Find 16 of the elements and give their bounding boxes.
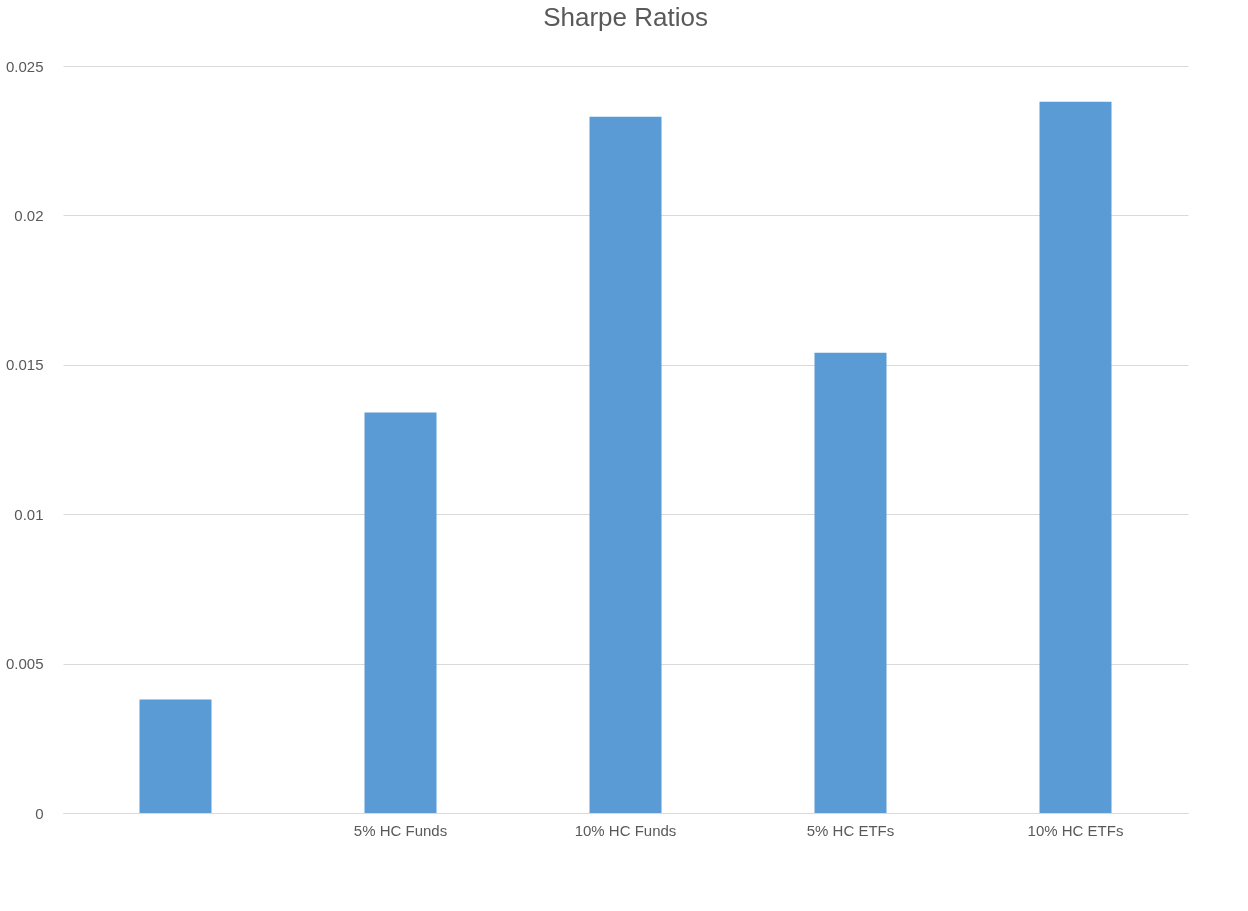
- bar: [589, 116, 662, 813]
- y-tick-label: 0.015: [5, 356, 44, 374]
- x-tick-label: 5% HC Funds: [353, 821, 448, 839]
- y-tick-label: 0.01: [14, 505, 44, 523]
- bar: [1039, 101, 1112, 813]
- y-tick-label: 0.025: [5, 57, 44, 75]
- chart-title: Sharpe Ratios: [543, 2, 708, 32]
- y-tick-label: 0: [35, 804, 44, 822]
- bar: [364, 412, 437, 813]
- x-tick-label: 5% HC ETFs: [806, 821, 895, 839]
- y-tick-label: 0.02: [14, 206, 44, 224]
- bar: [814, 352, 887, 813]
- x-tick-label: 10% HC Funds: [574, 821, 677, 839]
- y-tick-label: 0.005: [5, 655, 44, 673]
- x-tick-label: 10% HC ETFs: [1027, 821, 1124, 839]
- bar: [139, 699, 212, 813]
